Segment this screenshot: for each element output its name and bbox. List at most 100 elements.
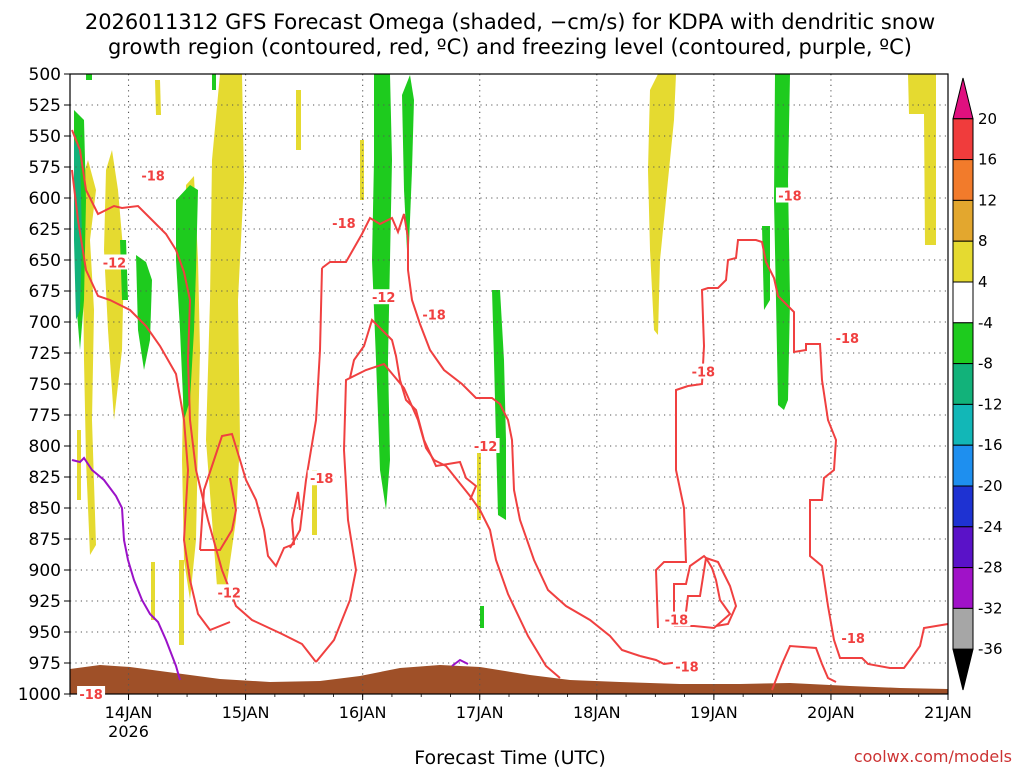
x-tick-label: 19JAN [690, 703, 738, 722]
colorbar-swatch [952, 281, 974, 324]
y-tick-label: 775 [29, 406, 61, 426]
contour-label: -12 [372, 291, 396, 306]
x-tick-label: 21JAN [924, 703, 972, 722]
y-tick-label: 975 [29, 654, 61, 674]
contour-label: -18 [841, 632, 865, 647]
x-tick-sublabel: 2026 [108, 722, 149, 741]
colorbar-swatch [952, 322, 974, 365]
chart-title-line1: 2026011312 GFS Forecast Omega (shaded, −… [85, 10, 935, 34]
contour-label: -18 [665, 614, 689, 629]
x-tick-label: 14JAN [105, 703, 153, 722]
colorbar-swatch [952, 77, 974, 120]
colorbar-swatch [952, 240, 974, 283]
contour-label: -18 [836, 332, 860, 347]
y-tick-label: 575 [29, 158, 61, 178]
contour-label-bg [839, 630, 868, 646]
omega-shading-teal [74, 140, 82, 320]
contour-label-bg [329, 214, 358, 230]
contour-label: -18 [332, 217, 356, 232]
contour-label-bg [139, 167, 168, 183]
colorbar-swatch [952, 199, 974, 242]
colorbar-label: -24 [978, 518, 1003, 536]
colorbar-label: -16 [978, 436, 1003, 454]
y-axis-pressure: 500 525 550 575 600 625 650 675 700 725 750 775 800 8… [18, 65, 70, 705]
y-tick-label: 750 [29, 375, 61, 395]
contour-label-bg [369, 289, 398, 305]
colorbar-label: -28 [978, 559, 1003, 577]
contour-label: -18 [310, 472, 334, 487]
colorbar-label: -12 [978, 395, 1003, 413]
y-tick-label: 725 [29, 344, 61, 364]
y-tick-label: 550 [29, 127, 61, 147]
contour-label-bg [833, 330, 862, 346]
colorbar-swatch [952, 403, 974, 446]
colorbar-swatch [952, 526, 974, 569]
chart-title-line2: growth region (contoured, red, ºC) and f… [108, 35, 912, 59]
contour-label: -18 [422, 309, 446, 324]
colorbar-swatch [952, 567, 974, 609]
contour-label: -18 [778, 190, 802, 205]
x-axis-label: Forecast Time (UTC) [414, 747, 605, 768]
colorbar-label: -36 [978, 640, 1003, 658]
terrain [70, 665, 948, 694]
contour-label-bg [471, 438, 500, 453]
y-tick-label: 600 [29, 189, 61, 209]
y-tick-label: 650 [29, 251, 61, 271]
contour-label-bg [672, 658, 701, 674]
contour-label: -12 [474, 440, 498, 455]
y-tick-label: 900 [29, 561, 61, 581]
y-tick-label: 700 [29, 313, 61, 333]
contour-label-bg [420, 306, 449, 322]
y-tick-label: 625 [29, 220, 61, 240]
x-tick-label: 17JAN [456, 703, 504, 722]
grid-lines [70, 74, 948, 694]
contour-label-bg [100, 254, 129, 270]
colorbar-label: -8 [978, 355, 993, 373]
contour-labels: -18 -18 -12 -12 -18 -18 -12 -18 -12 -18 -18 -18 -18 -… [77, 167, 868, 703]
colorbar-swatch [952, 648, 974, 691]
colorbar-label: 16 [978, 151, 997, 169]
contour-label: -18 [692, 366, 716, 381]
y-tick-label: 850 [29, 499, 61, 519]
colorbar-swatch [952, 118, 974, 161]
colorbar-swatch [952, 607, 974, 650]
colorbar: 20 16 12 8 4 -4 -8 -12 -16 -20 -24 -28 -32 -36 [952, 77, 1003, 691]
x-tick-label: 16JAN [339, 703, 387, 722]
contour-label-bg [662, 611, 691, 627]
colorbar-label: -4 [978, 314, 993, 332]
contour-label: -12 [103, 256, 127, 271]
colorbar-label: -20 [978, 477, 1003, 495]
contour-label: -12 [217, 586, 241, 601]
colorbar-swatch [952, 444, 974, 487]
colorbar-swatch [952, 363, 974, 405]
x-tick-label: 15JAN [222, 703, 270, 722]
y-tick-label: 825 [29, 468, 61, 488]
y-tick-label: 500 [29, 65, 61, 85]
x-tick-label: 20JAN [807, 703, 855, 722]
y-tick-label: 950 [29, 623, 61, 643]
credit-text: coolwx.com/models [854, 747, 1012, 766]
y-tick-label: 800 [29, 437, 61, 457]
freezing-level-contour [71, 456, 469, 681]
contour-label-bg [215, 584, 244, 600]
y-tick-label: 1000 [18, 685, 61, 705]
contour-label-bg [307, 470, 336, 486]
y-tick-label: 925 [29, 592, 61, 612]
colorbar-label: 4 [978, 273, 988, 291]
dendritic-growth-contours [71, 129, 949, 691]
y-tick-label: 875 [29, 530, 61, 550]
y-tick-label: 675 [29, 282, 61, 302]
contour-label: -18 [141, 170, 165, 185]
contour-label-bg [689, 363, 718, 379]
colorbar-swatch [952, 485, 974, 528]
colorbar-label: 8 [978, 232, 988, 250]
contour-label: -18 [675, 661, 699, 676]
contour-label: -18 [79, 688, 103, 703]
x-tick-label: 18JAN [573, 703, 621, 722]
colorbar-label: 20 [978, 110, 997, 128]
colorbar-label: 12 [978, 191, 997, 209]
colorbar-swatch [952, 159, 974, 201]
contour-label-bg [77, 686, 106, 701]
